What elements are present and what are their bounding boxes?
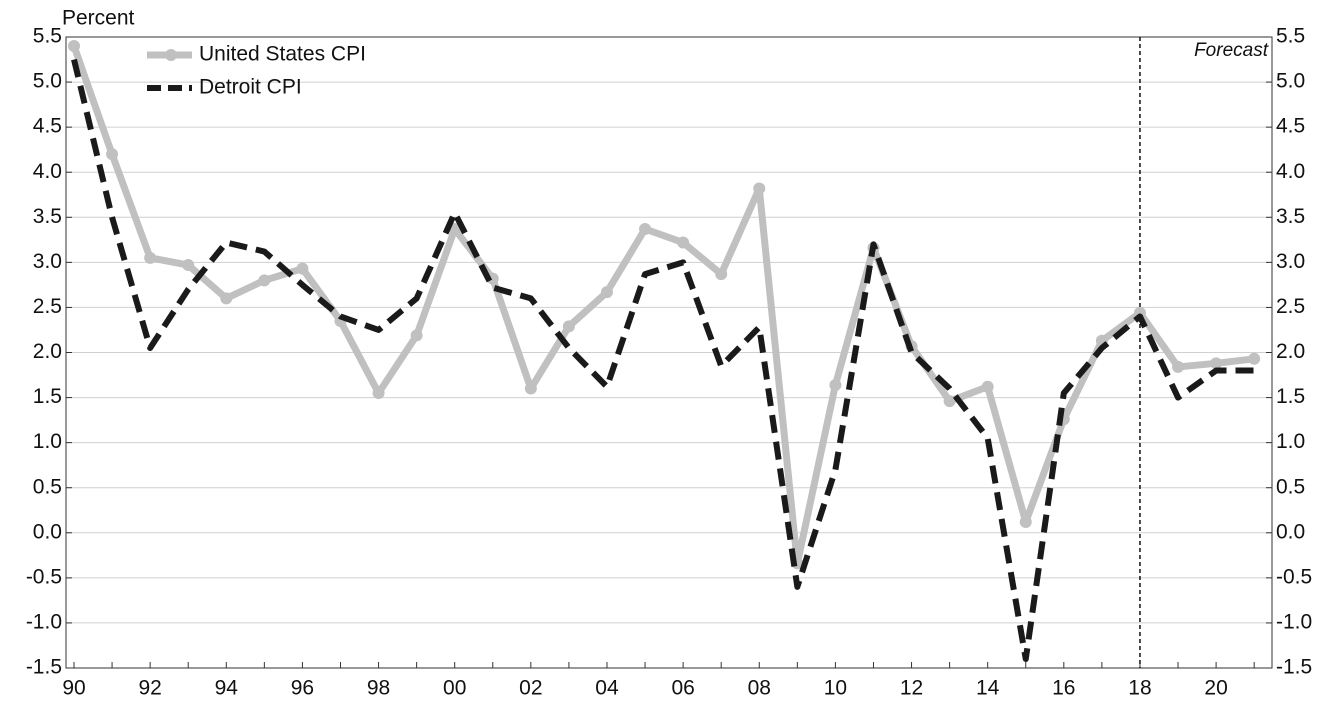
series-marker xyxy=(753,182,766,195)
series-line xyxy=(70,44,1255,567)
series-marker xyxy=(562,320,575,333)
x-tick-label: 00 xyxy=(443,677,466,700)
y-tick-label: 3.0 xyxy=(33,250,62,273)
x-tick-label: 92 xyxy=(138,677,161,700)
x-tick-label: 06 xyxy=(671,677,694,700)
y-tick-label: -0.5 xyxy=(26,565,62,588)
annotation: Forecast xyxy=(1194,40,1269,61)
series-marker xyxy=(220,292,233,305)
series-marker xyxy=(106,148,119,161)
series-marker xyxy=(296,262,309,275)
y2-tick-label: 2.0 xyxy=(1276,340,1305,363)
y-tick-label: 1.5 xyxy=(33,385,62,408)
y2-tick-label: -0.5 xyxy=(1276,565,1312,588)
y2-tick-label: 4.0 xyxy=(1276,160,1305,183)
y2-tick-label: 5.5 xyxy=(1276,25,1305,48)
y-tick-label: -1.0 xyxy=(26,610,62,633)
x-tick-label: 16 xyxy=(1052,677,1075,700)
x-tick-label: 98 xyxy=(367,677,390,700)
series-marker xyxy=(258,274,271,287)
series-line xyxy=(71,58,1255,662)
y-tick-label: 4.5 xyxy=(33,115,62,138)
y2-tick-label: -1.0 xyxy=(1276,610,1312,633)
y2-tick-label: 2.5 xyxy=(1276,295,1305,318)
y-axis-label: Percent xyxy=(62,7,135,30)
legend-marker xyxy=(165,49,177,61)
y2-tick-label: 5.0 xyxy=(1276,70,1305,93)
series-marker xyxy=(1172,360,1185,373)
x-tick-label: 20 xyxy=(1204,677,1227,700)
y-tick-label: 5.0 xyxy=(33,70,62,93)
series-marker xyxy=(68,40,80,53)
y2-tick-label: 4.5 xyxy=(1276,115,1305,138)
y-tick-label: -1.5 xyxy=(26,656,62,679)
series-marker xyxy=(144,251,157,264)
legend-label: United States CPI xyxy=(199,43,366,66)
y-tick-label: 0.0 xyxy=(33,520,62,543)
series-marker xyxy=(1210,357,1223,370)
y-tick-label: 4.0 xyxy=(33,160,62,183)
y2-tick-label: -1.5 xyxy=(1276,656,1312,679)
series-marker xyxy=(943,395,956,408)
series-marker xyxy=(1248,352,1261,365)
series-marker xyxy=(677,236,690,249)
series-marker xyxy=(410,329,423,342)
plot-frame xyxy=(65,36,1273,669)
series-marker xyxy=(829,378,842,391)
x-tick-label: 14 xyxy=(976,677,1000,700)
y-tick-label: 3.5 xyxy=(33,205,62,228)
series-marker xyxy=(524,382,537,395)
x-tick-label: 96 xyxy=(291,677,314,700)
series-marker xyxy=(639,223,652,236)
y2-tick-label: 0.5 xyxy=(1276,475,1305,498)
x-tick-label: 04 xyxy=(595,677,619,700)
y-tick-label: 5.5 xyxy=(33,25,62,48)
y2-tick-label: 0.0 xyxy=(1276,520,1305,543)
x-tick-label: 94 xyxy=(215,677,239,700)
x-tick-label: 10 xyxy=(824,677,847,700)
y2-tick-label: 1.5 xyxy=(1276,385,1305,408)
x-tick-label: 18 xyxy=(1128,677,1151,700)
x-tick-label: 02 xyxy=(519,677,542,700)
y-tick-label: 1.0 xyxy=(33,430,62,453)
y2-tick-label: 3.0 xyxy=(1276,250,1305,273)
x-tick-label: 90 xyxy=(62,677,85,700)
series-marker xyxy=(981,380,994,393)
series-marker xyxy=(1019,515,1032,528)
x-tick-label: 12 xyxy=(900,677,923,700)
x-tick-label: 08 xyxy=(748,677,771,700)
y2-tick-label: 1.0 xyxy=(1276,430,1305,453)
y2-tick-label: 3.5 xyxy=(1276,205,1305,228)
series-marker xyxy=(715,268,728,281)
y-tick-label: 2.5 xyxy=(33,295,62,318)
series-marker xyxy=(182,259,195,272)
legend-label: Detroit CPI xyxy=(199,76,302,99)
y-tick-label: 0.5 xyxy=(33,475,62,498)
y-tick-label: 2.0 xyxy=(33,340,62,363)
series-marker xyxy=(600,286,613,299)
series-marker xyxy=(372,387,385,400)
